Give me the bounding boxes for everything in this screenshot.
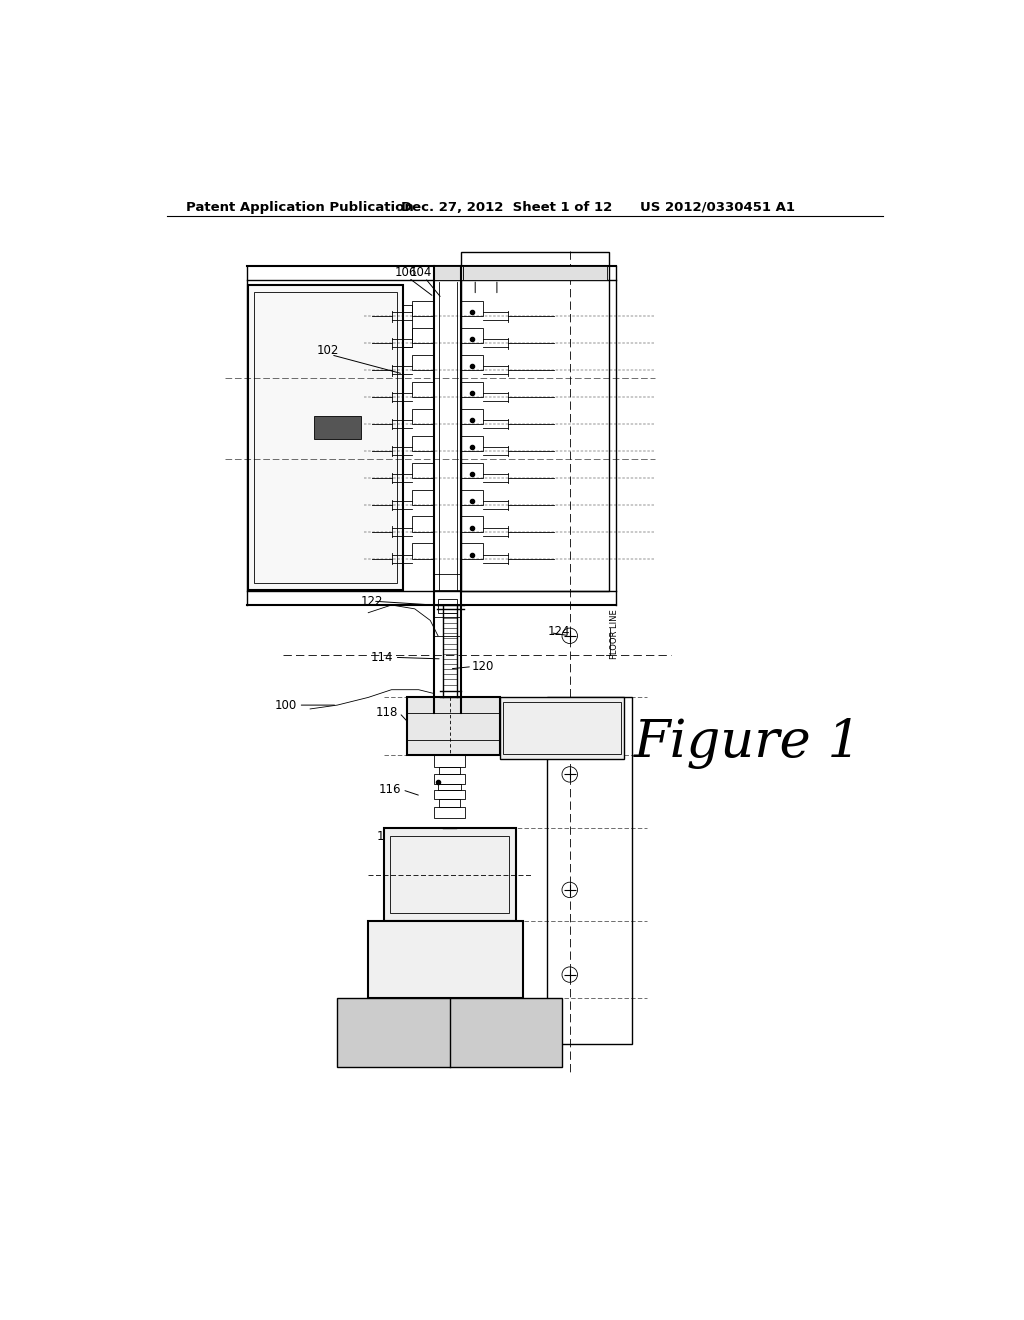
- Bar: [413, 516, 434, 532]
- Bar: [461, 355, 483, 370]
- Bar: [248, 285, 403, 590]
- Bar: [438, 767, 461, 775]
- Text: Figure 1: Figure 1: [634, 718, 862, 770]
- Bar: [434, 616, 461, 636]
- Text: Patent Application Publication: Patent Application Publication: [186, 201, 414, 214]
- Bar: [413, 490, 434, 506]
- Text: 116: 116: [378, 783, 400, 796]
- Bar: [413, 355, 434, 370]
- Bar: [413, 409, 434, 424]
- Bar: [461, 544, 483, 558]
- Bar: [314, 416, 360, 440]
- Bar: [369, 921, 523, 998]
- Text: 100: 100: [274, 698, 297, 711]
- Bar: [413, 381, 434, 397]
- Bar: [434, 775, 465, 784]
- Bar: [434, 574, 461, 590]
- Bar: [413, 436, 434, 451]
- Bar: [461, 381, 483, 397]
- Bar: [413, 301, 434, 317]
- Text: FLOOR LINE: FLOOR LINE: [610, 609, 620, 659]
- Bar: [254, 292, 397, 583]
- Text: 124: 124: [548, 626, 570, 639]
- Bar: [434, 807, 465, 818]
- Bar: [500, 697, 624, 759]
- Bar: [461, 436, 483, 451]
- Bar: [547, 697, 632, 1044]
- Bar: [413, 327, 434, 343]
- Bar: [503, 702, 621, 755]
- Bar: [384, 829, 515, 921]
- Text: 120: 120: [471, 660, 494, 673]
- Bar: [461, 252, 608, 591]
- Text: 102: 102: [316, 345, 339, 358]
- Text: 106: 106: [394, 265, 417, 279]
- Bar: [461, 301, 483, 317]
- Bar: [438, 599, 458, 612]
- Bar: [390, 836, 509, 913]
- Bar: [461, 409, 483, 424]
- Bar: [434, 789, 465, 799]
- Bar: [407, 697, 500, 755]
- Bar: [432, 267, 463, 280]
- Bar: [461, 516, 483, 532]
- Text: 114: 114: [371, 651, 393, 664]
- Bar: [434, 755, 465, 767]
- Bar: [461, 327, 483, 343]
- Text: 106: 106: [454, 265, 476, 279]
- Bar: [413, 544, 434, 558]
- Bar: [401, 305, 413, 347]
- Bar: [337, 998, 562, 1067]
- Bar: [438, 799, 461, 807]
- Text: US 2012/0330451 A1: US 2012/0330451 A1: [640, 201, 795, 214]
- Bar: [438, 784, 461, 789]
- Text: Dec. 27, 2012  Sheet 1 of 12: Dec. 27, 2012 Sheet 1 of 12: [400, 201, 612, 214]
- Bar: [461, 462, 483, 478]
- Bar: [413, 462, 434, 478]
- Text: 110: 110: [478, 265, 501, 279]
- Text: 112: 112: [377, 829, 399, 842]
- Bar: [463, 267, 607, 280]
- Text: 122: 122: [360, 594, 383, 607]
- Bar: [461, 490, 483, 506]
- Text: 118: 118: [376, 706, 397, 719]
- Text: 104: 104: [410, 265, 432, 279]
